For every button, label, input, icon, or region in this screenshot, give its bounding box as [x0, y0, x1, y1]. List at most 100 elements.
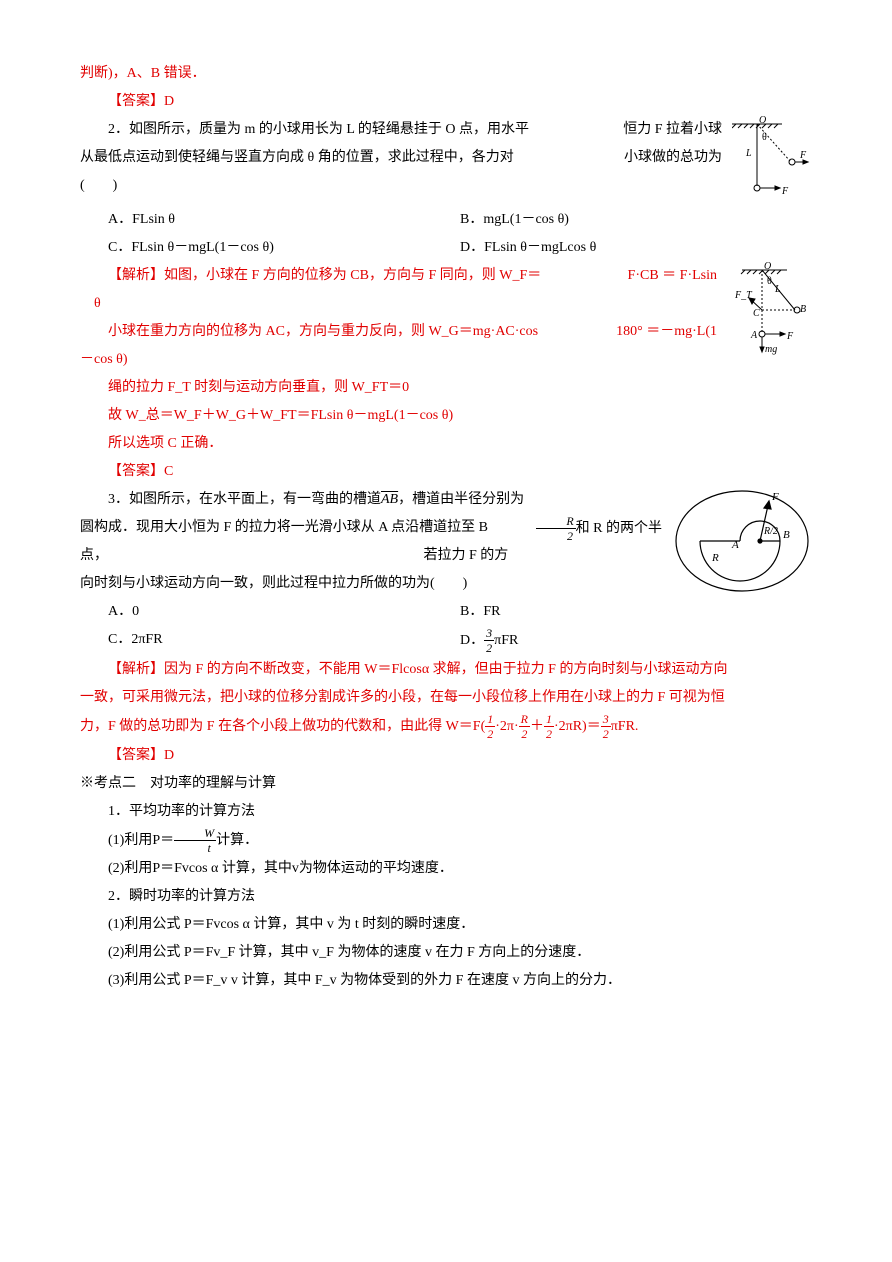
kp2-1-2: (2)利用P＝Fvcos α 计算，其中v为物体运动的平均速度． — [80, 855, 812, 883]
q3-s1e: 和 R 的两个半 — [576, 521, 662, 536]
q2-text-5: ( ) — [80, 178, 117, 193]
f3n: 1 — [544, 712, 554, 727]
q2-exp1c: θ — [80, 290, 812, 318]
f4d: 2 — [601, 727, 611, 741]
q2-text-3: 从最低点运动到使轻绳与竖直方向成 θ 角的位置，求此过程中，各力对 — [80, 150, 514, 165]
frac-w: W — [174, 826, 216, 841]
q3-s1a: 3．如图所示，在水平面上，有一弯曲的槽道 — [108, 492, 381, 507]
q2-text-4: 小球做的总功为 — [596, 144, 722, 172]
q3-s2b: 若拉力 F 的方 — [396, 542, 509, 570]
q3-stem: F B A R R/2 3．如图所示，在水平面上，有一弯曲的槽道AB，槽道由半径… — [80, 486, 812, 598]
q3-exp-1: 【解析】因为 F 的方向不断改变，不能用 W＝Flcosα 求解，但由于拉力 F… — [80, 656, 812, 684]
svg-text:θ: θ — [767, 276, 772, 287]
f2d: 2 — [519, 727, 530, 741]
q3-diagram: F B A R R/2 — [672, 486, 812, 596]
kp2-2-3: (3)利用公式 P＝F_v v 计算，其中 F_v 为物体受到的外力 F 在速度… — [80, 967, 812, 995]
q3-opt-d-den: 2 — [484, 641, 494, 655]
svg-text:R/2: R/2 — [763, 526, 778, 537]
kp2-title: ※考点二 对功率的理解与计算 — [80, 770, 812, 798]
q2-options: A．FLsin θ B．mgL(1－cos θ) C．FLsin θ－mgL(1… — [80, 206, 812, 262]
svg-text:O: O — [764, 262, 771, 272]
q3-opt-b: B．FR — [460, 598, 812, 626]
kp2-1-1b: 计算． — [216, 833, 258, 848]
q3-opt-d-pre: D． — [460, 633, 484, 648]
kp2-1-1: (1)利用P＝Wt计算． — [80, 826, 812, 856]
q2-opt-c: C．FLsin θ－mgL(1－cos θ) — [108, 234, 460, 262]
f3d: 2 — [544, 727, 554, 741]
q2-exp-4: 故 W_总＝W_F＋W_G＋W_FT＝FLsin θ－mgL(1－cos θ) — [80, 402, 812, 430]
q2-exp1a: 【解析】如图，小球在 F 方向的位移为 CB，方向与 F 同向，则 W_F＝ — [108, 268, 541, 283]
answer-q2-c: 【答案】C — [80, 458, 812, 486]
kp2-2-title: 2．瞬时功率的计算方法 — [80, 883, 812, 911]
svg-text:A: A — [750, 330, 758, 341]
q3-opt-d-post: πFR — [494, 633, 518, 648]
q3-opt-a: A．0 — [108, 598, 460, 626]
svg-text:L: L — [745, 148, 752, 159]
q2-diagram: O θ L F F — [732, 116, 812, 206]
q3-exp3a: 力，F 做的总功即为 F 在各个小段上做功的代数和，由此得 W＝F( — [80, 719, 485, 734]
q3-opt-d: D．32πFR — [460, 626, 812, 656]
svg-text:mg: mg — [765, 344, 777, 355]
svg-text:L: L — [774, 284, 781, 295]
q3-s3: 向时刻与小球运动方向一致，则此过程中拉力所做的功为( ) — [80, 576, 467, 591]
svg-text:F: F — [786, 331, 794, 342]
svg-text:B: B — [800, 304, 806, 315]
svg-text:F: F — [771, 491, 779, 503]
q2-opt-a: A．FLsin θ — [108, 206, 460, 234]
q3-r2-num: R — [536, 514, 575, 529]
svg-text:C: C — [753, 308, 760, 319]
f1n: 1 — [485, 712, 495, 727]
q3-exp3e: πFR. — [611, 719, 639, 734]
svg-text:F: F — [781, 186, 789, 197]
q2-sol-diagram: O θ L B C A F_T F mg — [727, 262, 812, 357]
svg-text:R: R — [711, 552, 719, 564]
q3-opt-c: C．2πFR — [108, 626, 460, 656]
q3-opt-d-num: 3 — [484, 626, 494, 641]
svg-text:B: B — [783, 529, 790, 541]
q2-text-2: 恒力 F 拉着小球 — [595, 116, 722, 144]
f4n: 3 — [601, 712, 611, 727]
svg-text:F_T: F_T — [734, 290, 753, 301]
q2-opt-c-text: C．FLsin θ－mgL(1－cos θ) — [108, 240, 274, 255]
answer-prev-d: 【答案】D — [80, 88, 812, 116]
q2-exp-3: 绳的拉力 F_T 时刻与运动方向垂直，则 W_FT＝0 — [80, 374, 812, 402]
q2-exp-2: 小球在重力方向的位移为 AC，方向与重力反向，则 W_G＝mg·AC·cos 1… — [80, 318, 812, 346]
q2-exp2b: 180° ＝－mg·L(1 — [588, 318, 717, 346]
q3-options: A．0 B．FR C．2πFR D．32πFR — [80, 598, 812, 656]
svg-text:F: F — [799, 150, 807, 161]
q2-opt-d: D．FLsin θ－mgLcos θ — [460, 234, 812, 262]
q3-s1d: R2和 R 的两个半 — [508, 514, 662, 544]
q2-exp2a: 小球在重力方向的位移为 AC，方向与重力反向，则 W_G＝mg·AC·cos — [108, 324, 538, 339]
q3-arc-ab: AB — [381, 492, 398, 507]
q2-stem: O θ L F F 2．如图所示，质量为 m 的小球用长为 L 的轻绳悬挂于 O… — [80, 116, 812, 200]
kp2-1-1a: (1)利用P＝ — [108, 833, 174, 848]
q2-opt-a-text: A．FLsin θ — [108, 212, 175, 227]
svg-text:O: O — [759, 116, 766, 126]
q3-opt-b-text: B．FR — [460, 604, 500, 619]
kp2-2-2: (2)利用公式 P＝Fv_F 计算，其中 v_F 为物体的速度 v 在力 F 方… — [80, 939, 812, 967]
q3-exp3b: ·2π· — [495, 719, 518, 734]
answer-q3-d: 【答案】D — [80, 742, 812, 770]
q2-exp-5: 所以选项 C 正确． — [80, 430, 812, 458]
q2-opt-b-text: B．mgL(1－cos θ) — [460, 212, 569, 227]
q2-text-1: 2．如图所示，质量为 m 的小球用长为 L 的轻绳悬挂于 O 点，用水平 — [108, 122, 529, 137]
q3-opt-c-text: C．2πFR — [108, 632, 163, 647]
q2-opt-d-text: D．FLsin θ－mgLcos θ — [460, 240, 596, 255]
q3-exp-2: 一致，可采用微元法，把小球的位移分割成许多的小段，在每一小段位移上作用在小球上的… — [80, 684, 812, 712]
q3-exp3c: ＋ — [530, 719, 544, 734]
f2n: R — [519, 712, 530, 727]
q2-exp2c: －cos θ) — [80, 346, 812, 374]
q3-exp-3: 力，F 做的总功即为 F 在各个小段上做功的代数和，由此得 W＝F(12·2π·… — [80, 712, 812, 742]
q2-opt-b: B．mgL(1－cos θ) — [460, 206, 812, 234]
f1d: 2 — [485, 727, 495, 741]
q2-exp1b: F·CB ＝ F·Lsin — [600, 262, 717, 290]
prev-explanation-tail: 判断)，A、B 错误． — [80, 60, 812, 88]
q2-exp-1: O θ L B C A F_T F mg 【解析】如图，小球在 F 方向的位移为… — [80, 262, 812, 290]
q3-opt-a-text: A．0 — [108, 604, 139, 619]
svg-text:A: A — [731, 539, 739, 551]
kp2-1-title: 1．平均功率的计算方法 — [80, 798, 812, 826]
q3-s1c: ，槽道由半径分别为 — [398, 492, 524, 507]
frac-t: t — [174, 841, 216, 855]
q3-r2-den: 2 — [536, 529, 575, 543]
svg-text:θ: θ — [762, 132, 767, 143]
